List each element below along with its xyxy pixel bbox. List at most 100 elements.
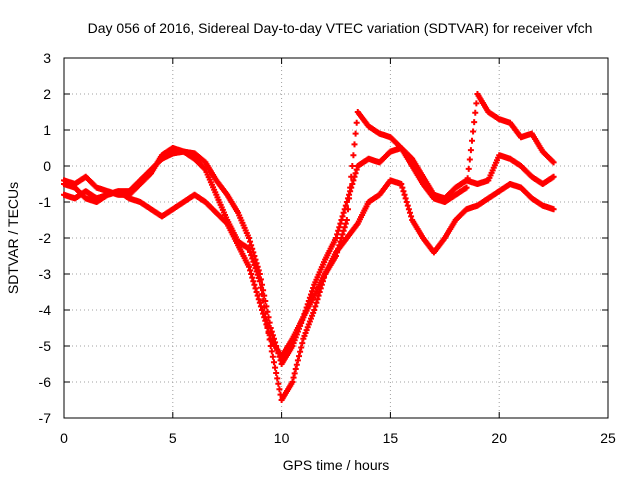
data-point: [335, 227, 342, 234]
x-tick-label: 20: [491, 430, 507, 446]
data-point: [339, 213, 346, 220]
data-point: [399, 184, 406, 191]
data-point: [251, 281, 258, 288]
data-point: [253, 268, 260, 275]
data-point: [402, 195, 409, 202]
x-tick-label: 15: [383, 430, 399, 446]
data-point: [250, 278, 257, 285]
data-point: [466, 156, 473, 163]
y-tick-label: -6: [39, 374, 52, 390]
data-point: [550, 206, 557, 213]
data-point: [334, 231, 341, 238]
data-point: [341, 224, 348, 231]
data-point: [344, 206, 351, 213]
data-point: [350, 152, 357, 159]
data-point: [398, 181, 405, 187]
x-axis-title: GPS time / hours: [283, 457, 390, 473]
data-point: [256, 299, 263, 306]
data-point: [351, 141, 358, 148]
y-tick-label: -5: [39, 338, 52, 354]
data-point: [550, 173, 557, 180]
data-point: [298, 344, 305, 351]
data-point: [259, 307, 266, 313]
data-point: [275, 380, 282, 387]
data-point: [349, 163, 356, 169]
y-tick-label: 0: [43, 158, 51, 174]
data-point: [254, 292, 261, 299]
data-point: [400, 188, 407, 195]
data-point: [261, 314, 268, 321]
data-point: [252, 265, 259, 272]
data-point: [250, 258, 257, 265]
data-point: [343, 199, 350, 205]
data-point: [272, 364, 279, 371]
data-point: [247, 267, 254, 274]
ticks: [63, 57, 609, 419]
data-point: [260, 297, 267, 304]
data-point: [470, 128, 477, 135]
y-tick-label: 3: [43, 50, 51, 66]
data-point: [352, 170, 359, 177]
data-point: [268, 348, 275, 355]
data-point: [469, 137, 475, 144]
data-point: [340, 209, 347, 216]
data-point: [340, 227, 347, 234]
data-point: [333, 235, 339, 241]
data-point: [313, 299, 320, 306]
data-point: [346, 195, 353, 202]
data-point: [248, 252, 255, 259]
data-point: [245, 235, 252, 241]
data-point: [266, 319, 273, 326]
y-tick-label: -2: [39, 230, 52, 246]
data-point: [353, 166, 360, 173]
data-marks: [61, 91, 557, 403]
data-point: [252, 285, 259, 292]
x-tick-label: 0: [60, 430, 68, 446]
y-tick-label: -7: [39, 410, 52, 426]
series-track-1: [61, 145, 557, 367]
data-point: [339, 231, 346, 238]
data-point: [289, 379, 296, 385]
data-point: [473, 100, 480, 107]
data-point: [247, 249, 254, 256]
x-tick-label: 5: [169, 430, 177, 446]
data-point: [256, 278, 263, 285]
data-point: [290, 374, 297, 381]
data-point: [338, 235, 345, 241]
data-point: [262, 317, 269, 324]
data-point: [401, 191, 408, 198]
data-point: [310, 285, 317, 292]
x-tick-labels: 0 5 10 15 20 25: [60, 430, 616, 446]
data-point: [299, 340, 306, 347]
data-point: [259, 291, 266, 298]
data-point: [270, 359, 277, 366]
chart-title: Day 056 of 2016, Sidereal Day-to-day VTE…: [88, 20, 593, 36]
data-point: [403, 199, 410, 205]
data-point: [343, 217, 350, 223]
data-point: [276, 386, 283, 393]
data-point: [347, 184, 354, 191]
data-point: [255, 274, 262, 281]
data-point: [463, 184, 470, 191]
data-point: [296, 353, 303, 360]
data-point: [257, 303, 264, 310]
data-point: [251, 262, 258, 268]
data-point: [249, 274, 256, 281]
data-point: [408, 213, 415, 220]
data-point: [337, 220, 344, 227]
y-tick-labels: -7 -6 -5 -4 -3 -2 -1 0 1 2 3: [39, 50, 52, 426]
y-tick-label: -1: [39, 194, 52, 210]
data-point: [253, 289, 260, 295]
y-tick-label: -4: [39, 302, 52, 318]
data-point: [311, 307, 318, 313]
data-point: [294, 357, 301, 364]
data-point: [293, 361, 300, 368]
data-point: [260, 310, 267, 317]
data-point: [292, 366, 299, 373]
data-point: [297, 348, 304, 355]
data-point: [312, 303, 319, 310]
data-point: [248, 242, 255, 249]
data-point: [348, 173, 355, 180]
data-point: [264, 325, 271, 331]
data-point: [404, 202, 411, 209]
